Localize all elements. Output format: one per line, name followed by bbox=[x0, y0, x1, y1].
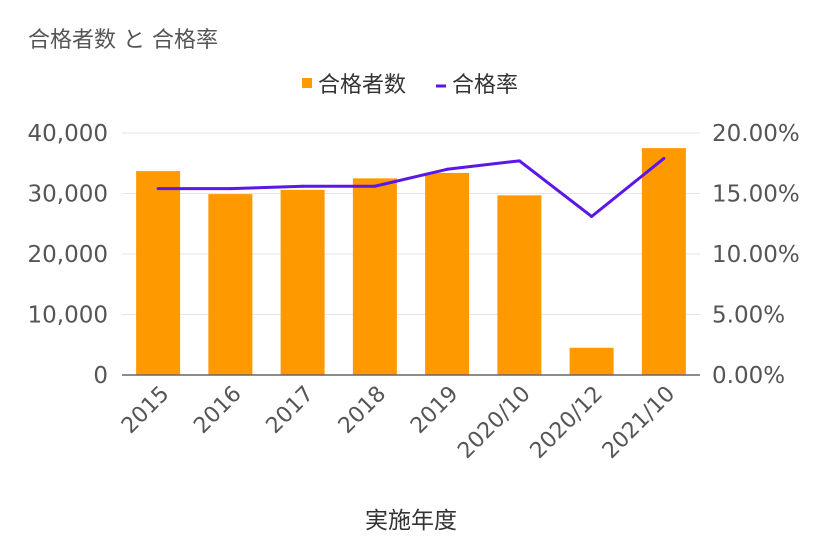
bar bbox=[208, 194, 253, 375]
y-left-tick-label: 10,000 bbox=[28, 303, 108, 329]
rate-point bbox=[156, 187, 160, 191]
rate-point bbox=[517, 159, 521, 163]
y-right-tick-label: 20.00% bbox=[712, 121, 800, 147]
y-left-tick-label: 20,000 bbox=[28, 242, 108, 268]
rate-point bbox=[228, 187, 232, 191]
x-tick-label: 2019 bbox=[406, 382, 463, 439]
line-series bbox=[156, 156, 666, 218]
rate-point bbox=[445, 167, 449, 171]
x-axis-title: 実施年度 bbox=[365, 508, 457, 534]
rate-point bbox=[301, 184, 305, 188]
x-tick-label: 2020/12 bbox=[526, 382, 608, 464]
legend: 合格者数 合格率 bbox=[302, 73, 518, 98]
bar-series bbox=[136, 148, 686, 375]
x-tick-label: 2020/10 bbox=[453, 382, 535, 464]
y-left-tick-label: 30,000 bbox=[28, 182, 108, 208]
bar bbox=[136, 171, 181, 375]
y-right-tick-label: 5.00% bbox=[712, 303, 785, 329]
x-tick-label: 2021/10 bbox=[598, 382, 680, 464]
bar bbox=[425, 172, 470, 375]
rate-point bbox=[590, 214, 594, 218]
x-tick-label: 2017 bbox=[262, 382, 319, 439]
bar bbox=[352, 178, 397, 375]
bar bbox=[280, 189, 325, 375]
rate-point bbox=[373, 184, 377, 188]
bar bbox=[641, 148, 686, 375]
x-tick-label: 2018 bbox=[334, 382, 391, 439]
chart-title: 合格者数 と 合格率 bbox=[28, 28, 218, 53]
bar bbox=[497, 195, 542, 375]
legend-swatch-bar bbox=[302, 78, 312, 88]
bar bbox=[569, 347, 614, 375]
y-right-tick-label: 0.00% bbox=[712, 363, 785, 389]
x-tick-label: 2016 bbox=[189, 382, 246, 439]
legend-label-line: 合格率 bbox=[452, 73, 518, 98]
y-left-tick-label: 0 bbox=[93, 363, 108, 389]
rate-point bbox=[662, 156, 666, 160]
x-tick-label: 2015 bbox=[117, 382, 174, 439]
legend-label-bar: 合格者数 bbox=[318, 73, 406, 98]
y-left-tick-label: 40,000 bbox=[28, 121, 108, 147]
y-right-tick-label: 10.00% bbox=[712, 242, 800, 268]
y-right-tick-label: 15.00% bbox=[712, 182, 800, 208]
rate-line bbox=[158, 157, 665, 218]
